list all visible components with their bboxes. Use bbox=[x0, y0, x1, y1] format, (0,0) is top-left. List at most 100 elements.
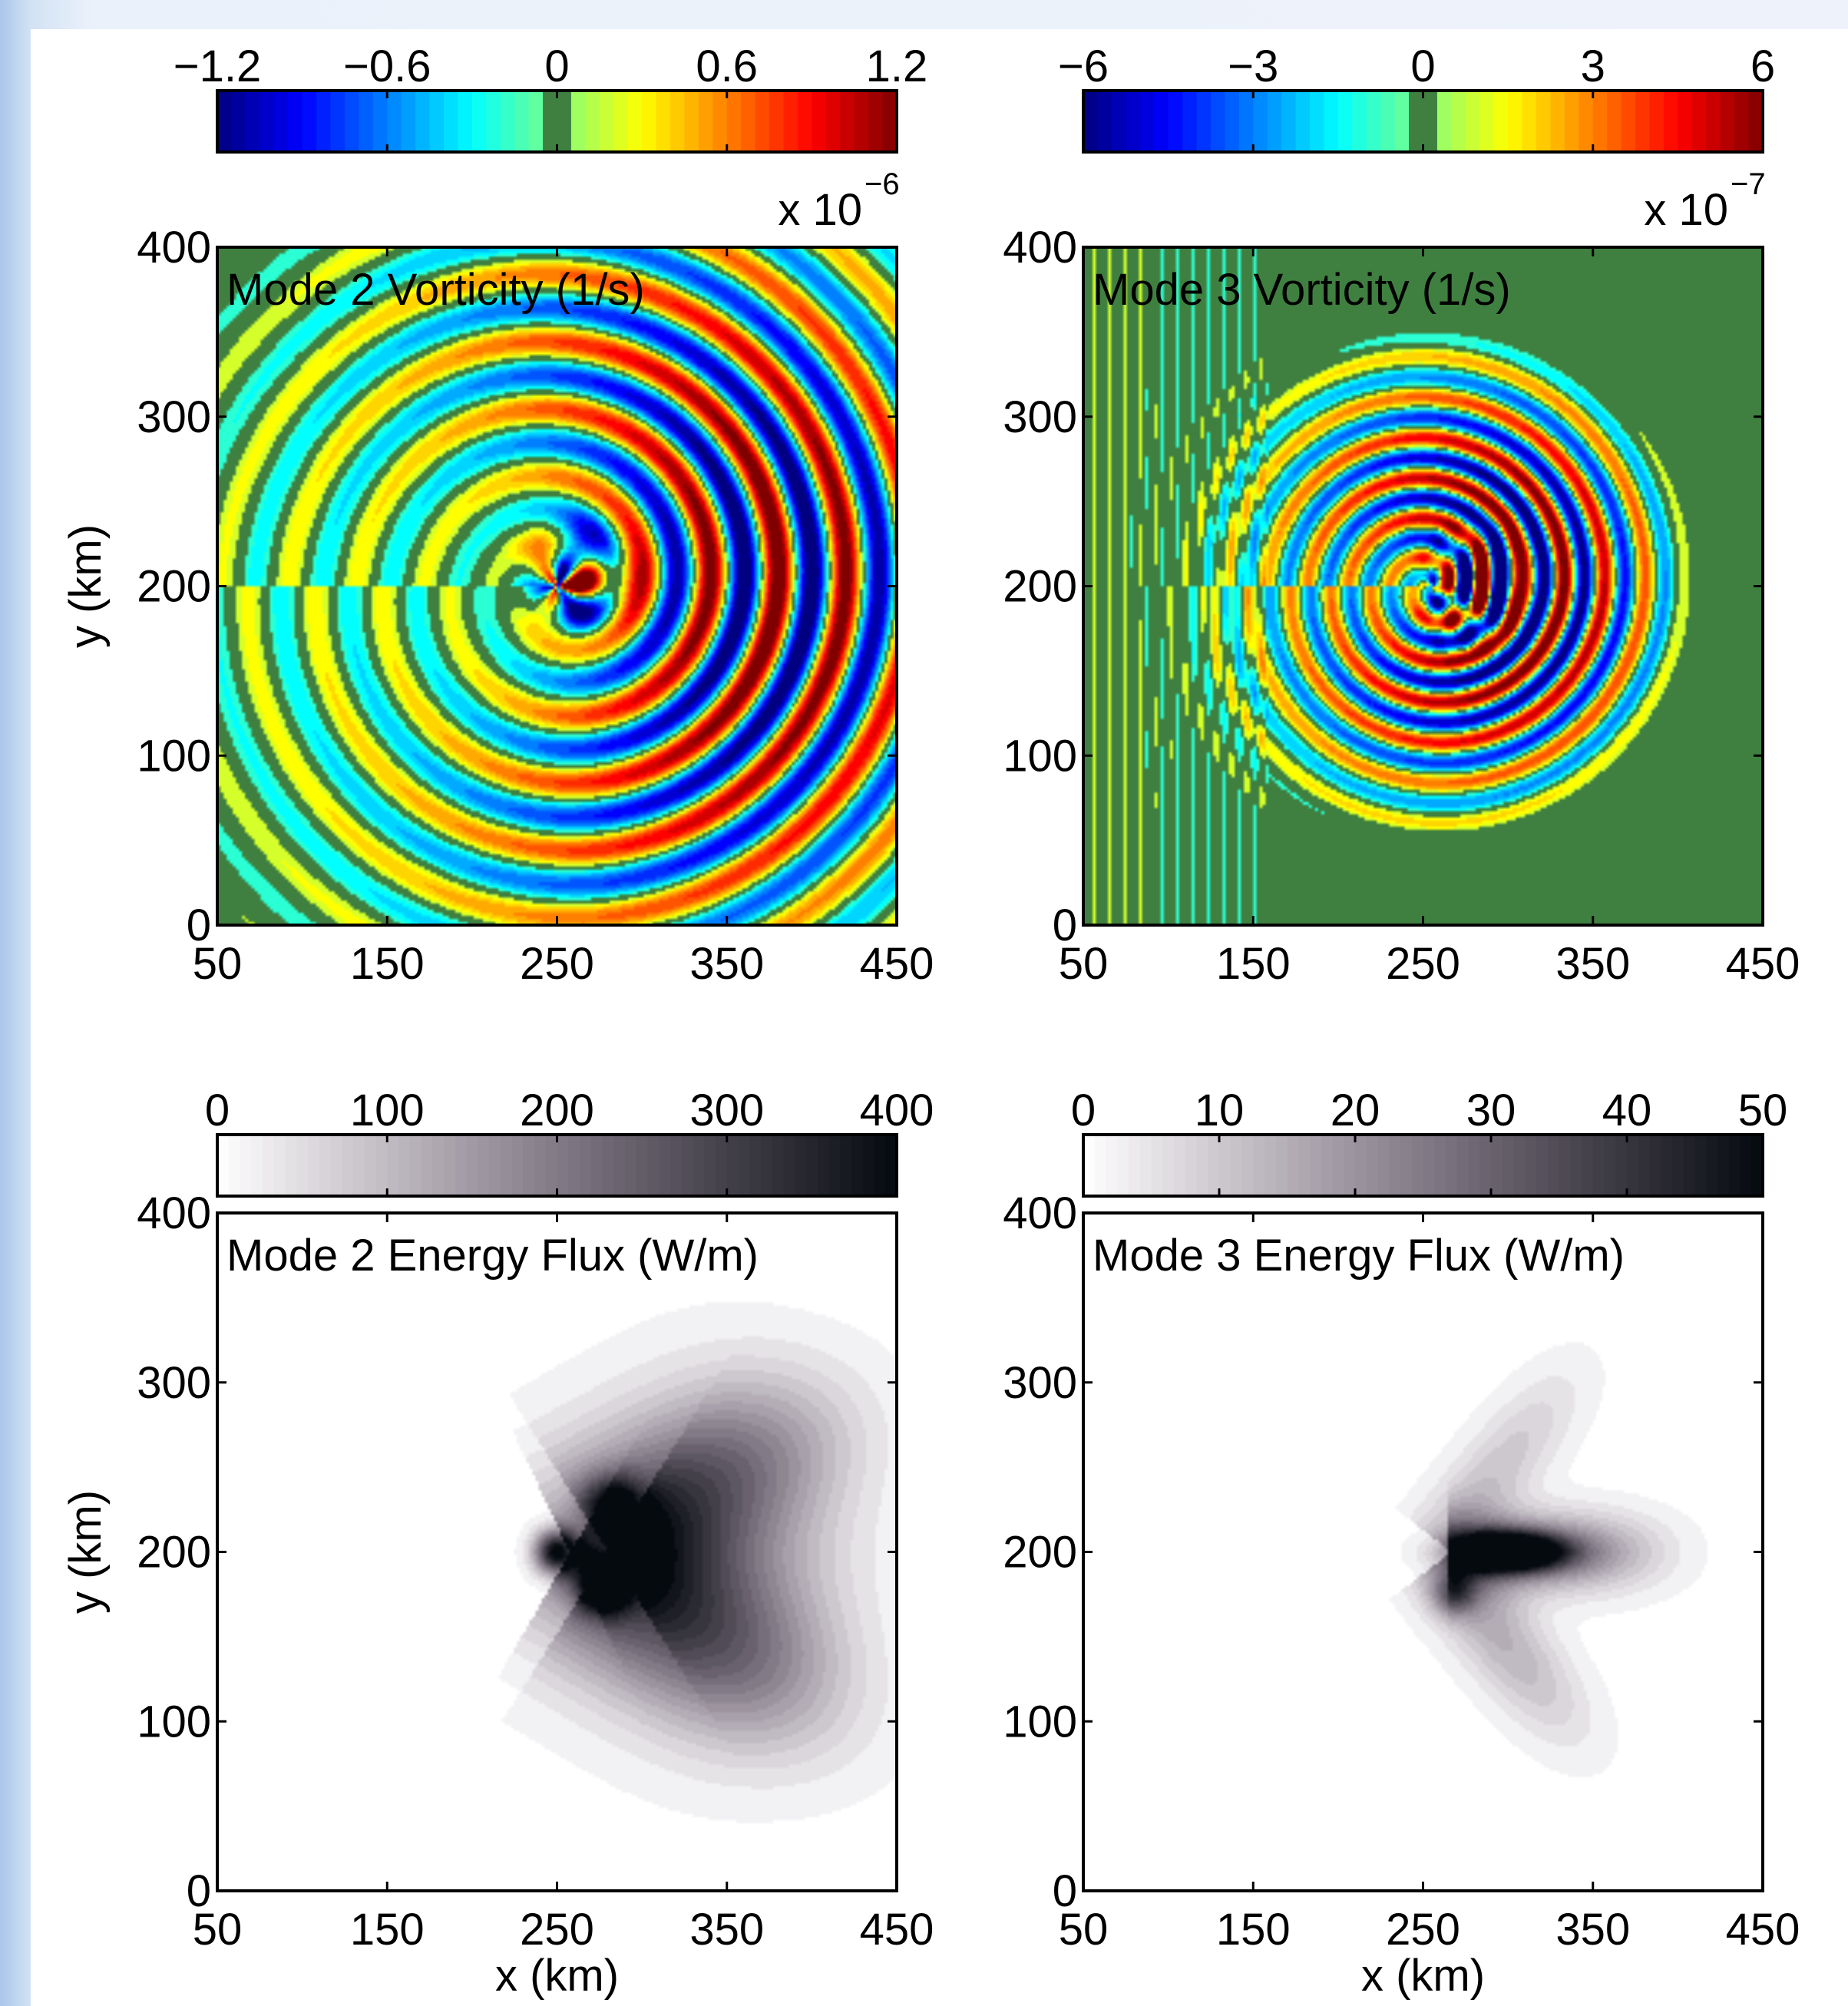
y-tick-label: 100 bbox=[1003, 1697, 1077, 1747]
y-tick-label: 100 bbox=[137, 731, 211, 781]
x-tick-label: 450 bbox=[1726, 1905, 1800, 1955]
colorbar-segment bbox=[1522, 91, 1537, 152]
colorbar-segment bbox=[251, 1135, 263, 1196]
colorbar-segment bbox=[1638, 1135, 1651, 1196]
colorbar-segment bbox=[817, 1135, 830, 1196]
colorbar-segment bbox=[1366, 91, 1382, 152]
colorbar-segment bbox=[308, 1135, 320, 1196]
y-tick-label: 200 bbox=[1003, 562, 1077, 612]
colorbar-segment bbox=[285, 1135, 298, 1196]
colorbar-segment bbox=[602, 1135, 615, 1196]
chart-panel-3: 50 150 250 350 450 0 100 200 300 400 Mode 2 Energy… bbox=[61, 1086, 934, 2001]
colorbar-segment bbox=[1253, 1135, 1265, 1196]
x-tick-label: 50 bbox=[1059, 1905, 1109, 1955]
colorbar-segment bbox=[1564, 91, 1580, 152]
colorbar-segment bbox=[1706, 91, 1721, 152]
y-tick-label: 200 bbox=[1003, 1528, 1077, 1578]
colorbar: 0 10 20 30 40 50 bbox=[1071, 1086, 1788, 1198]
colorbar-tick-label: 40 bbox=[1602, 1086, 1652, 1135]
y-tick-label: 400 bbox=[137, 1188, 211, 1238]
colorbar-segment bbox=[1751, 1135, 1764, 1196]
x-tick-label: 450 bbox=[1726, 939, 1800, 989]
colorbar-segment bbox=[455, 1135, 468, 1196]
colorbar-segment bbox=[585, 91, 600, 152]
colorbar-segment bbox=[1717, 1135, 1730, 1196]
colorbar-segment bbox=[458, 91, 473, 152]
colorbar-segment bbox=[1337, 91, 1354, 152]
colorbar-segment bbox=[359, 91, 374, 152]
colorbar-segment bbox=[1400, 1135, 1413, 1196]
heatmap-field bbox=[1083, 247, 1763, 925]
colorbar-segment bbox=[1295, 91, 1311, 152]
colorbar-segment bbox=[806, 1135, 818, 1196]
colorbar-segment bbox=[659, 1135, 671, 1196]
colorbar-segment bbox=[1355, 1135, 1367, 1196]
colorbar-segment bbox=[1423, 91, 1438, 152]
colorbar-segment bbox=[1740, 1135, 1753, 1196]
colorbar-segment bbox=[557, 1135, 570, 1196]
colorbar-segment bbox=[1154, 91, 1169, 152]
colorbar-segment bbox=[1344, 1135, 1356, 1196]
x-tick-label: 250 bbox=[1386, 939, 1460, 989]
colorbar-segment bbox=[738, 1135, 751, 1196]
colorbar-segment bbox=[1111, 91, 1127, 152]
x-tick-label: 350 bbox=[689, 1905, 764, 1955]
colorbar-segment bbox=[1728, 1135, 1741, 1196]
colorbar-segment bbox=[769, 91, 785, 152]
colorbar-segment bbox=[217, 1135, 230, 1196]
colorbar-segment bbox=[364, 1135, 377, 1196]
colorbar-segment bbox=[344, 91, 360, 152]
colorbar-segment bbox=[1106, 1135, 1119, 1196]
colorbar-segment bbox=[444, 91, 459, 152]
colorbar-segment bbox=[642, 91, 657, 152]
colorbar-segment bbox=[1298, 1135, 1311, 1196]
colorbar-segment bbox=[1129, 1135, 1141, 1196]
colorbar-segment bbox=[1094, 1135, 1107, 1196]
colorbar-segment bbox=[260, 91, 275, 152]
colorbar-segment bbox=[1621, 91, 1637, 152]
colorbar-segment bbox=[812, 91, 827, 152]
colorbar-frame bbox=[1082, 1133, 1764, 1198]
colorbar: −6 −3 0 3 6 x 10−7 bbox=[1058, 41, 1775, 235]
colorbar-segment bbox=[1508, 91, 1523, 152]
colorbar-segment bbox=[1287, 1135, 1300, 1196]
chart-title: Mode 3 Energy Flux (W/m) bbox=[1093, 1231, 1625, 1281]
colorbar-segment bbox=[613, 1135, 626, 1196]
colorbar-segment bbox=[432, 1135, 445, 1196]
colorbar-multiplier: x 10 bbox=[1644, 185, 1728, 235]
colorbar-segment bbox=[1661, 1135, 1673, 1196]
colorbar-segment bbox=[874, 1135, 887, 1196]
colorbar-segment bbox=[273, 91, 289, 152]
colorbar-segment bbox=[1139, 91, 1155, 152]
colorbar-segment bbox=[599, 91, 615, 152]
y-axis-label: y (km) bbox=[61, 524, 111, 648]
colorbar-segment bbox=[1162, 1135, 1175, 1196]
colorbar-segment bbox=[1502, 1135, 1515, 1196]
colorbar-tick-label: 50 bbox=[1738, 1086, 1788, 1135]
colorbar-segment bbox=[1253, 91, 1268, 152]
x-tick-label: 450 bbox=[860, 1905, 934, 1955]
colorbar-segment bbox=[712, 91, 728, 152]
colorbar-segment bbox=[398, 1135, 411, 1196]
colorbar-segment bbox=[684, 91, 699, 152]
colorbar-segment bbox=[1310, 91, 1325, 152]
colorbar-segment bbox=[466, 1135, 479, 1196]
colorbar-segment bbox=[486, 91, 501, 152]
x-tick-label: 50 bbox=[193, 1905, 243, 1955]
x-tick-label: 350 bbox=[1555, 939, 1630, 989]
colorbar-segment bbox=[1310, 1135, 1322, 1196]
colorbar-segment bbox=[1265, 1135, 1277, 1196]
chart-title: Mode 2 Energy Flux (W/m) bbox=[226, 1231, 759, 1281]
colorbar-tick-label: 30 bbox=[1466, 1086, 1516, 1135]
colorbar-segment bbox=[761, 1135, 773, 1196]
x-tick-label: 150 bbox=[1216, 939, 1291, 989]
colorbar-segment bbox=[1468, 1135, 1481, 1196]
colorbar-segment bbox=[342, 1135, 354, 1196]
colorbar-segment bbox=[1536, 91, 1552, 152]
colorbar-segment bbox=[1706, 1135, 1718, 1196]
colorbar-segment bbox=[421, 1135, 434, 1196]
colorbar-segment bbox=[625, 1135, 637, 1196]
colorbar: −1.2 −0.6 0 0.6 1.2 x 10−6 bbox=[174, 41, 928, 235]
colorbar-segment bbox=[1219, 1135, 1231, 1196]
